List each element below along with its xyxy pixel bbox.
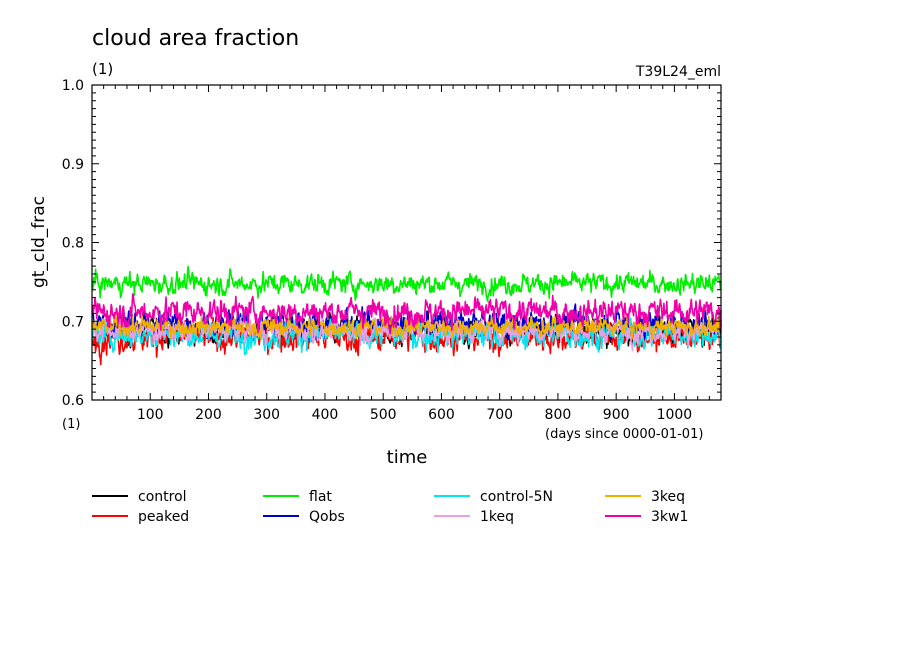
plot-frame <box>91 84 722 401</box>
tick-layer <box>92 85 721 400</box>
x-tick-label: 400 <box>312 407 339 423</box>
x-tick-label: 800 <box>545 407 572 423</box>
x-axis-label: time <box>387 447 428 468</box>
y-axis-units: (1) <box>62 417 80 432</box>
y-tick-label: 1.0 <box>62 78 84 94</box>
y-tick-label: 0.6 <box>62 393 84 409</box>
legend-label-3kw1: 3kw1 <box>651 509 688 525</box>
x-tick-label: 1000 <box>657 407 693 423</box>
y-tick-label: 0.9 <box>62 157 84 173</box>
y-tick-label: 0.8 <box>62 236 84 252</box>
legend-label-control-5N: control-5N <box>480 489 553 505</box>
x-tick-label: 200 <box>195 407 222 423</box>
y-tick-labels: 0.6 0.7 0.8 0.9 1.0 <box>62 78 84 409</box>
legend-label-flat: flat <box>309 489 332 505</box>
x-tick-labels: 100 200 300 400 500 600 700 800 900 1000 <box>137 407 692 423</box>
x-axis-units: (days since 0000-01-01) <box>545 427 703 442</box>
legend-label-control: control <box>138 489 187 505</box>
legend-label-3keq: 3keq <box>651 489 685 505</box>
series-line-flat <box>91 265 722 302</box>
x-tick-label: 900 <box>603 407 630 423</box>
run-label: T39L24_eml <box>635 64 721 80</box>
series-line-3kw1 <box>91 293 722 335</box>
legend-label-Qobs: Qobs <box>309 509 345 525</box>
legend-label-1keq: 1keq <box>480 509 514 525</box>
legend-label-peaked: peaked <box>138 509 189 525</box>
chart-title: cloud area fraction <box>92 26 299 51</box>
x-tick-label: 500 <box>370 407 397 423</box>
x-tick-label: 100 <box>137 407 164 423</box>
x-tick-label: 600 <box>428 407 455 423</box>
x-tick-label: 700 <box>486 407 513 423</box>
series-layer <box>91 265 722 366</box>
y-axis-label: gt_cld_frac <box>29 196 49 288</box>
y-tick-label: 0.7 <box>62 314 84 330</box>
chart-subtitle: (1) <box>92 60 113 78</box>
series-line-3keq <box>91 310 722 341</box>
legend: control peaked flat Qobs control-5N 1keq 3keq 3… <box>92 489 688 525</box>
x-tick-label: 300 <box>253 407 280 423</box>
